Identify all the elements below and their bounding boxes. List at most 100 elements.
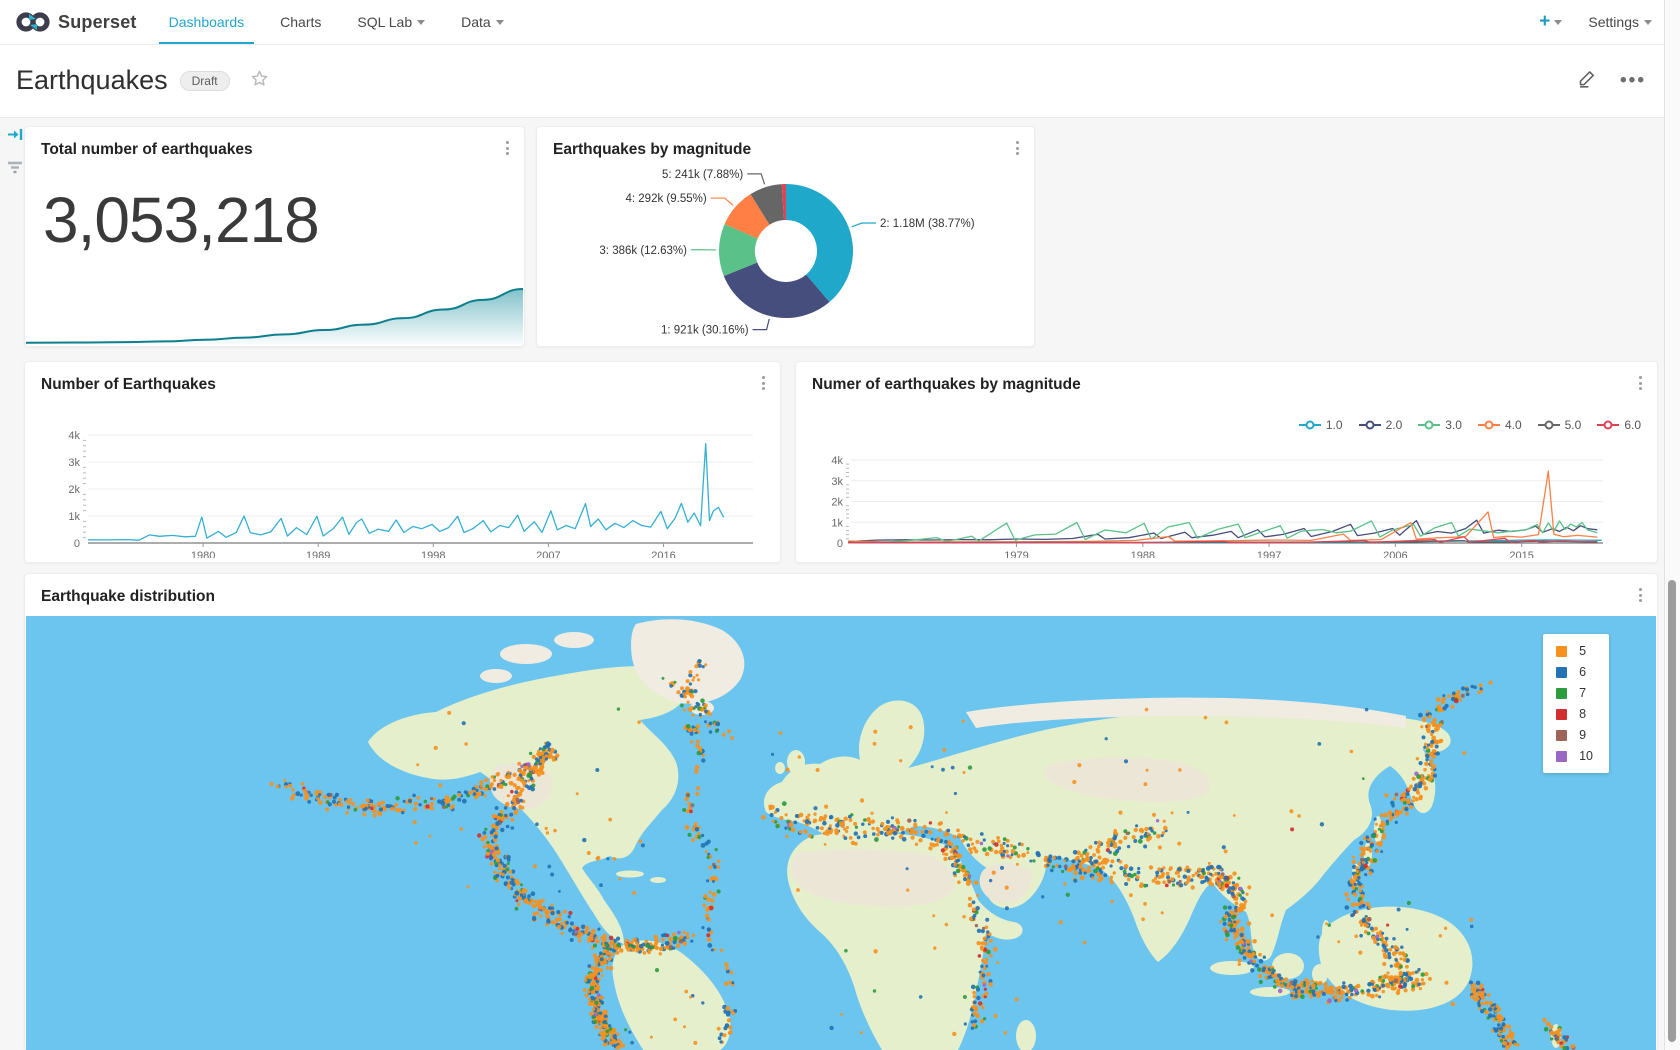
legend-marker-icon [1418, 420, 1441, 430]
legend-label: 4.0 [1504, 418, 1522, 432]
legend-label: 5 [1579, 644, 1587, 658]
legend-label: 5.0 [1564, 418, 1582, 432]
legend-marker-icon [1597, 420, 1620, 430]
chevron-down-icon [1554, 19, 1563, 25]
legend-label: 8 [1579, 707, 1587, 721]
multi-line-chart[interactable]: 0 1k 2k 3k 4k 1979 1988 1997 2006 2015 [797, 428, 1656, 558]
big-number-trendline [26, 288, 523, 345]
x-axis-tick-label: 1980 [191, 550, 215, 558]
x-axis-tick-label: 1988 [1131, 550, 1155, 558]
y-axis-tick-label: 1k [831, 517, 843, 529]
scrollbar-thumb[interactable] [1668, 580, 1676, 1042]
chart-title: Earthquake distribution [41, 588, 215, 605]
x-axis-tick-label: 1979 [1004, 550, 1028, 558]
legend-label: 6.0 [1624, 418, 1641, 432]
chevron-down-icon [1644, 19, 1652, 25]
donut-slice-2[interactable] [786, 184, 853, 303]
favorite-star-icon[interactable] [250, 69, 269, 93]
x-axis-tick-label: 2015 [1509, 550, 1533, 558]
donut-slice-1[interactable] [723, 262, 830, 318]
y-axis-tick-label: 2k [831, 497, 843, 509]
chart-title: Earthquakes by magnitude [553, 141, 752, 158]
superset-logo[interactable]: Superset [0, 0, 151, 44]
filter-rail [4, 127, 26, 179]
series-line-4.0 [848, 470, 1598, 543]
brand-name: Superset [58, 11, 137, 32]
legend-item-5.0[interactable]: 5.0 [1537, 418, 1582, 432]
nav-item-data[interactable]: Data [443, 0, 522, 44]
legend-swatch-icon [1556, 729, 1568, 741]
chart-legend: 1.0 2.0 3.0 4.0 5.0 6.0 [1298, 418, 1641, 432]
legend-item-6.0[interactable]: 6.0 [1597, 418, 1641, 432]
donut-chart[interactable]: 2: 1.18M (38.77%) 1: 921k (30.16%) 3: 386k… [538, 167, 1033, 345]
kebab-menu-icon[interactable] [1633, 586, 1647, 604]
more-options-icon[interactable]: ••• [1620, 69, 1646, 91]
y-axis-tick-label: 1k [68, 511, 80, 523]
y-axis-tick-label: 2k [68, 484, 80, 496]
card-total-earthquakes: Total number of earthquakes 3,053,218 [24, 126, 525, 347]
nav-item-sql-lab[interactable]: SQL Lab [339, 0, 443, 44]
y-axis-tick-label: 4k [831, 455, 843, 467]
legend-item-3.0[interactable]: 3.0 [1418, 418, 1462, 432]
kebab-menu-icon[interactable] [500, 139, 514, 157]
donut-slice-label: 3: 386k (12.63%) [599, 245, 687, 257]
header-actions: ••• [1577, 68, 1680, 94]
legend-marker-icon [1477, 420, 1500, 430]
world-scatter-map[interactable] [26, 616, 1656, 1050]
legend-swatch-icon [1556, 645, 1568, 657]
donut-slice-label: 5: 241k (7.88%) [662, 169, 743, 181]
settings-menu[interactable]: Settings [1588, 14, 1652, 30]
donut-slice-4[interactable] [724, 194, 770, 239]
donut-slice-5[interactable] [750, 184, 785, 225]
legend-label: 2.0 [1385, 418, 1403, 432]
legend-marker-icon [1358, 420, 1381, 430]
map-legend-item-9: 9 [1556, 728, 1593, 742]
x-axis-tick-label: 2007 [536, 550, 560, 558]
new-item-button[interactable]: + [1539, 11, 1563, 33]
legend-label: 1.0 [1325, 418, 1343, 432]
donut-slice-3[interactable] [719, 224, 758, 276]
x-axis-tick-label: 1989 [306, 550, 330, 558]
legend-item-2.0[interactable]: 2.0 [1358, 418, 1403, 432]
kebab-menu-icon[interactable] [756, 374, 770, 392]
legend-marker-icon [1537, 420, 1560, 430]
line-chart[interactable]: 0 1k 2k 3k 4k 1980 1989 1998 2007 2016 [26, 416, 779, 558]
edit-pencil-icon[interactable] [1577, 68, 1598, 94]
nav-item-dashboards[interactable]: Dashboards [151, 0, 263, 44]
y-axis-tick-label: 3k [68, 457, 80, 469]
legend-label: 7 [1579, 686, 1587, 700]
x-axis-tick-label: 2006 [1383, 550, 1407, 558]
x-axis-tick-label: 2016 [651, 550, 675, 558]
legend-marker-icon [1298, 420, 1321, 430]
chevron-down-icon [417, 19, 426, 25]
kebab-menu-icon[interactable] [1633, 374, 1647, 392]
x-axis-tick-label: 1998 [421, 550, 445, 558]
donut-slice-label: 4: 292k (9.55%) [626, 193, 707, 205]
donut-slice-label: 2: 1.18M (38.77%) [880, 218, 975, 230]
map-legend-item-6: 6 [1556, 665, 1593, 679]
map-legend: 5 6 7 8 9 10 [1543, 634, 1609, 773]
legend-swatch-icon [1556, 750, 1568, 762]
x-axis-tick-label: 1997 [1257, 550, 1281, 558]
map-legend-item-10: 10 [1556, 749, 1593, 763]
nav-item-charts[interactable]: Charts [280, 14, 322, 30]
legend-label: 10 [1579, 749, 1593, 763]
chart-title: Total number of earthquakes [41, 141, 253, 158]
legend-label: 9 [1579, 728, 1587, 742]
nav-menu: Dashboards Charts SQL Lab Data [151, 0, 522, 44]
card-earthquakes-by-magnitude: Earthquakes by magnitude 2: 1.18M (38.77… [536, 126, 1035, 347]
chart-title: Number of Earthquakes [41, 376, 216, 393]
donut-slice-other[interactable] [781, 184, 786, 221]
chart-title: Numer of earthquakes by magnitude [812, 376, 1081, 393]
expand-filter-bar-icon[interactable] [7, 127, 24, 147]
vertical-scrollbar[interactable] [1664, 0, 1680, 1050]
donut-slice-label: 1: 921k (30.16%) [661, 325, 749, 337]
legend-item-1.0[interactable]: 1.0 [1298, 418, 1343, 432]
legend-label: 3.0 [1445, 418, 1462, 432]
legend-item-4.0[interactable]: 4.0 [1477, 418, 1522, 432]
earthquake-dots [269, 659, 1576, 1050]
dashboard-header: Earthquakes Draft ••• [0, 44, 1680, 118]
kebab-menu-icon[interactable] [1010, 139, 1024, 157]
filter-icon[interactable] [7, 161, 23, 179]
